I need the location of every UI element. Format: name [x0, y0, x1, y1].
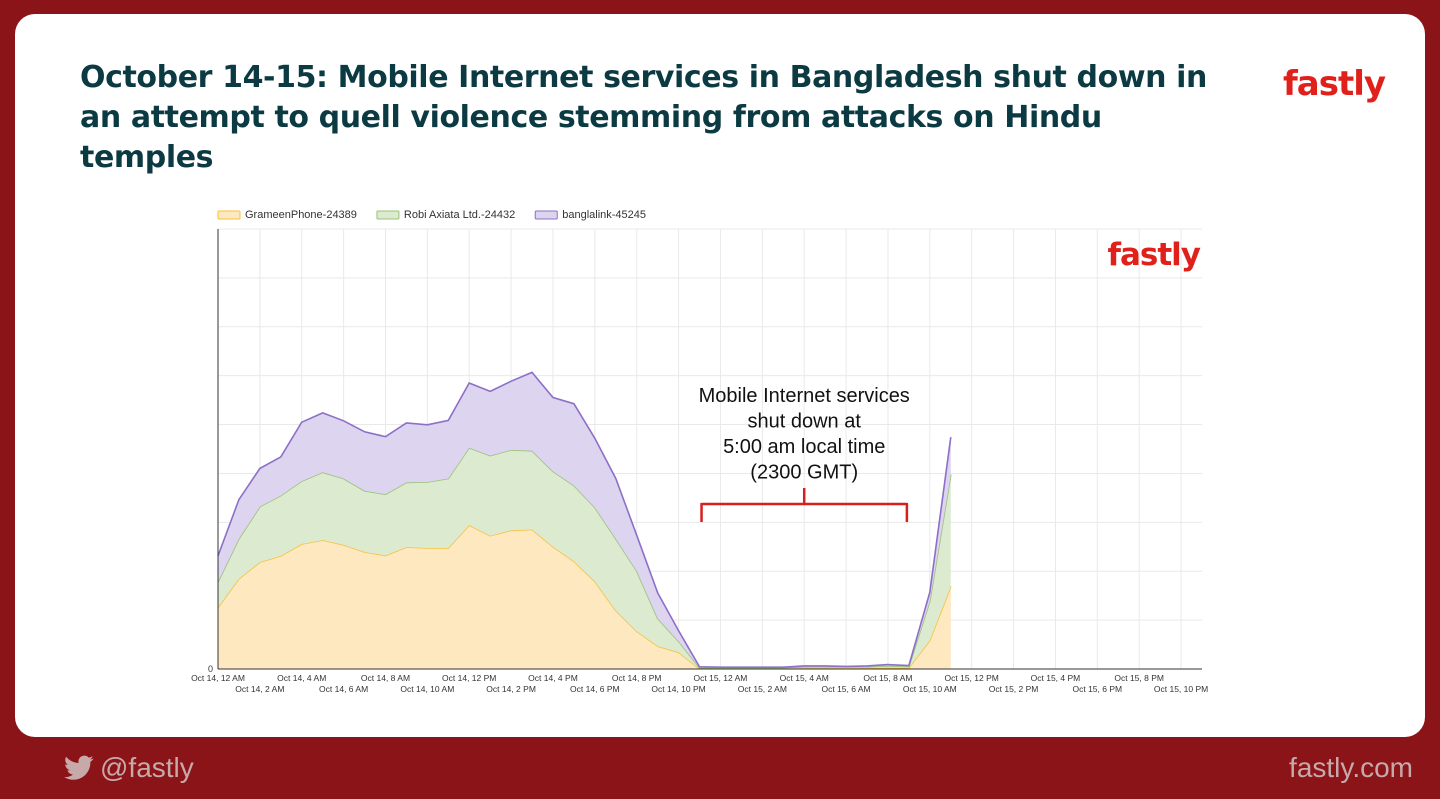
- legend-label-2: banglalink-45245: [562, 209, 646, 221]
- x-tick-label: Oct 14, 2 PM: [486, 684, 536, 694]
- x-tick-label: Oct 14, 2 AM: [235, 684, 284, 694]
- x-tick-label: Oct 14, 6 AM: [319, 684, 368, 694]
- twitter-handle-text: @fastly: [100, 752, 194, 783]
- website-link[interactable]: fastly.com: [1289, 752, 1413, 783]
- x-tick-label: Oct 15, 6 AM: [822, 684, 871, 694]
- series-area-2: [218, 372, 951, 668]
- x-tick-label: Oct 15, 2 PM: [989, 684, 1039, 694]
- x-tick-label: Oct 15, 12 AM: [694, 673, 748, 683]
- annotation-line: 5:00 am local time: [723, 436, 885, 458]
- x-tick-label: Oct 14, 4 AM: [277, 673, 326, 683]
- legend-label-1: Robi Axiata Ltd.-24432: [404, 209, 515, 221]
- twitter-bird-icon: [64, 755, 94, 780]
- series-line-2: [217, 371, 952, 669]
- series-area-0: [218, 525, 951, 669]
- legend-swatch-1: [376, 210, 400, 220]
- x-tick-label: Oct 14, 10 AM: [400, 684, 454, 694]
- x-tick-label: Oct 15, 8 PM: [1114, 673, 1164, 683]
- fastly-logo: fastly: [1283, 64, 1386, 104]
- annotation-line: shut down at: [748, 411, 862, 433]
- x-tick-label: Oct 15, 8 AM: [863, 673, 912, 683]
- x-tick-label: Oct 15, 10 PM: [1154, 684, 1208, 694]
- legend-swatch-0: [217, 210, 241, 220]
- x-tick-label: Oct 14, 4 PM: [528, 673, 578, 683]
- page-title: October 14-15: Mobile Internet services …: [80, 60, 1207, 175]
- x-tick-label: Oct 14, 8 PM: [612, 673, 662, 683]
- series-area-1: [218, 447, 951, 669]
- x-tick-label: Oct 14, 12 PM: [442, 673, 496, 683]
- x-tick-label: Oct 14, 6 PM: [570, 684, 620, 694]
- y-tick-label: 0: [208, 664, 213, 674]
- x-tick-label: Oct 14, 10 PM: [651, 684, 705, 694]
- twitter-handle[interactable]: @fastly: [64, 749, 194, 787]
- x-tick-label: Oct 15, 12 PM: [945, 673, 999, 683]
- x-tick-label: Oct 14, 12 AM: [191, 673, 245, 683]
- fastly-watermark: fastly: [1107, 237, 1200, 273]
- annotation-line: Mobile Internet services: [699, 385, 910, 407]
- x-tick-label: Oct 15, 2 AM: [738, 684, 787, 694]
- legend-label-0: GrameenPhone-24389: [245, 209, 357, 221]
- x-tick-label: Oct 15, 4 PM: [1031, 673, 1081, 683]
- x-tick-label: Oct 14, 8 AM: [361, 673, 410, 683]
- x-tick-label: Oct 15, 4 AM: [780, 673, 829, 683]
- x-tick-label: Oct 15, 6 PM: [1073, 684, 1123, 694]
- x-tick-label: Oct 15, 10 AM: [903, 684, 957, 694]
- legend-swatch-2: [534, 210, 558, 220]
- annotation-line: (2300 GMT): [750, 462, 858, 484]
